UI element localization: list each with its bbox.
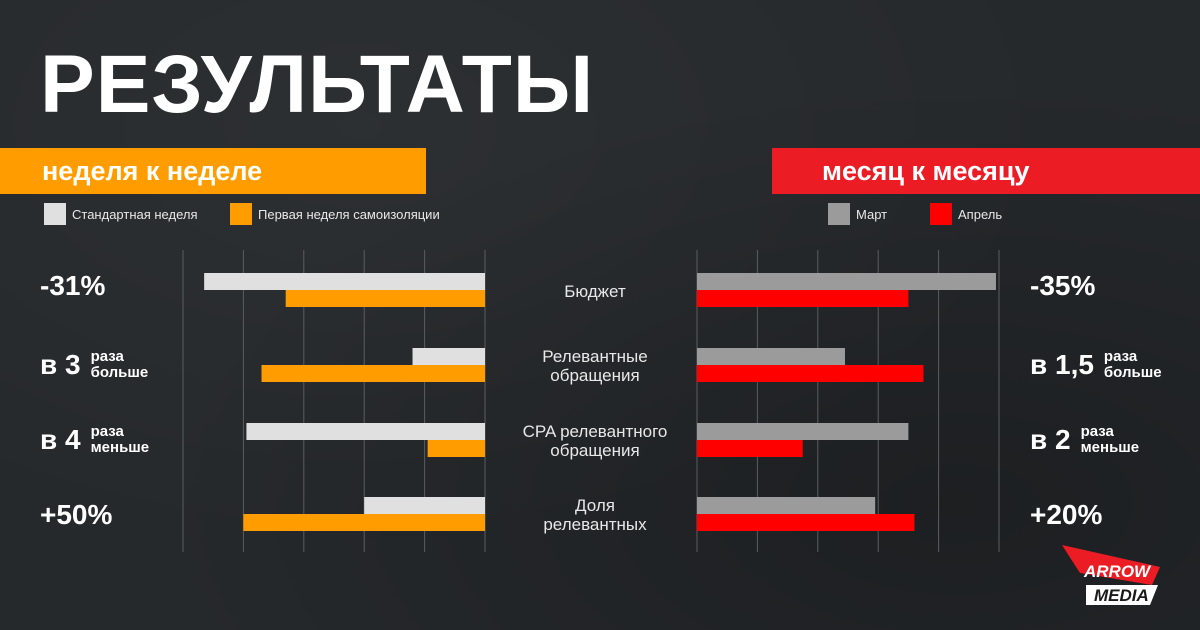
category-label-line: обращения [550, 366, 640, 385]
bar-бюджет-март [697, 273, 996, 290]
stat-caption-line: больше [90, 364, 149, 381]
right-chart-bars [697, 273, 996, 531]
stat-value: -35% [1030, 270, 1096, 301]
category-label-line: релевантных [543, 515, 647, 534]
stat-caption: раза меньше [1081, 424, 1140, 456]
stat-value: в 4 [40, 424, 81, 455]
bar-cpa-релевантного-обращения-series-1 [246, 423, 485, 440]
bar-бюджет-апрель [697, 290, 909, 307]
stat-value: в 2 [1030, 424, 1071, 455]
stat-caption-line: меньше [90, 439, 150, 456]
arrow-media-logo: ARROW MEDIA [1062, 545, 1160, 605]
legend-label-april: Апрель [958, 206, 1003, 222]
stat-caption-line: раза [1080, 423, 1114, 440]
page-title: РЕЗУЛЬТАТЫ [40, 39, 595, 130]
stat-left-budget: -31% [40, 266, 105, 306]
category-label-line: Доля [575, 496, 615, 515]
bar-релевантные-обращения-series-2 [261, 365, 485, 382]
category-label-line: CPA релевантного [522, 422, 668, 441]
bar-бюджет-series-2 [285, 290, 485, 307]
stat-caption-line: раза [90, 423, 124, 440]
stat-left-relevant-requests: в 3 раза больше [40, 345, 148, 385]
stat-value: +20% [1030, 499, 1103, 530]
logo-arrow-shape [1062, 545, 1160, 585]
legend-label-march: Март [856, 206, 888, 222]
bar-доля-релевантных-series-1 [364, 497, 485, 514]
legend-swatch-isolation-week [230, 203, 252, 225]
category-label-budget: Бюджет [500, 282, 690, 301]
stat-caption: раза меньше [91, 424, 150, 456]
bar-cpa-релевантного-обращения-series-2 [427, 440, 485, 457]
stat-left-cpa: в 4 раза меньше [40, 420, 149, 460]
bar-доля-релевантных-series-2 [243, 514, 485, 531]
category-label-share: Доля релевантных [500, 496, 690, 534]
bar-релевантные-обращения-series-1 [412, 348, 485, 365]
stat-right-share: +20% [1030, 495, 1102, 535]
stat-right-relevant-requests: в 1,5 раза больше [1030, 345, 1162, 385]
stat-right-cpa: в 2 раза меньше [1030, 420, 1139, 460]
legend-label-isolation-week: Первая неделя самоизоляции [258, 206, 440, 222]
week-to-week-header: неделя к неделе [0, 148, 426, 194]
stat-value: -31% [40, 270, 106, 301]
category-label-line: обращения [550, 441, 640, 460]
stat-left-share: +50% [40, 495, 112, 535]
legend-isolation-week: Первая неделя самоизоляции [230, 203, 440, 225]
stat-caption-line: больше [1103, 364, 1162, 381]
bar-релевантные-обращения-март [697, 348, 845, 365]
stat-caption-line: раза [1103, 348, 1138, 365]
month-to-month-header: месяц к месяцу [772, 148, 1200, 194]
legend-label-standard-week: Стандартная неделя [72, 206, 198, 222]
logo-plate [1086, 585, 1158, 605]
bar-cpa-релевантного-обращения-март [697, 423, 909, 440]
bar-доля-релевантных-март [697, 497, 876, 514]
legend-april: Апрель [930, 203, 1002, 225]
legend-march: Март [828, 203, 887, 225]
stat-value: +50% [40, 499, 113, 530]
left-chart-bars [204, 273, 485, 531]
legend-swatch-april [930, 203, 952, 225]
stat-caption-line: меньше [1080, 439, 1140, 456]
bar-релевантные-обращения-апрель [697, 365, 924, 382]
logo-word-media: MEDIA [1094, 586, 1149, 605]
legend-swatch-march [828, 203, 850, 225]
bar-cpa-релевантного-обращения-апрель [697, 440, 803, 457]
category-label-line: Релевантные [542, 347, 648, 366]
bar-бюджет-series-1 [204, 273, 485, 290]
bar-доля-релевантных-апрель [697, 514, 915, 531]
legend-swatch-standard-week [44, 203, 66, 225]
stat-value: в 1,5 [1030, 349, 1094, 380]
stat-right-budget: -35% [1030, 266, 1095, 306]
category-label-cpa: CPA релевантного обращения [500, 422, 690, 460]
logo-word-arrow: ARROW [1083, 562, 1152, 581]
stat-caption: раза больше [91, 349, 149, 381]
stat-caption: раза больше [1104, 349, 1162, 381]
stat-value: в 3 [40, 349, 81, 380]
category-label-relevant-requests: Релевантные обращения [500, 347, 690, 385]
stat-caption-line: раза [90, 348, 124, 365]
legend-standard-week: Стандартная неделя [44, 203, 198, 225]
category-label-line: Бюджет [564, 282, 626, 301]
